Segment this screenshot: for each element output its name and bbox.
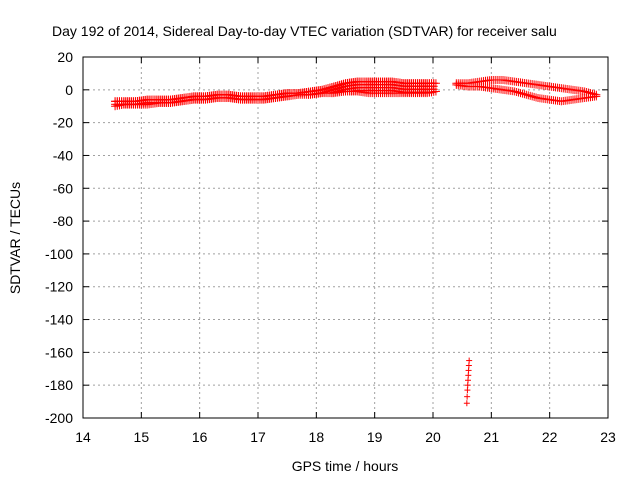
- x-tick-label: 17: [250, 429, 266, 445]
- x-tick-label: 19: [367, 429, 383, 445]
- data-point: [329, 82, 338, 91]
- data-point: [592, 92, 601, 101]
- data-point: [466, 357, 473, 364]
- y-tick-label: -60: [53, 180, 73, 196]
- data-point: [530, 92, 539, 101]
- data-point: [333, 81, 342, 90]
- data-point: [318, 85, 327, 94]
- data-point: [339, 79, 348, 88]
- data-point: [514, 88, 523, 97]
- y-tick-label: 0: [65, 82, 73, 98]
- data-point: [431, 79, 440, 88]
- y-tick-label: -20: [53, 115, 73, 131]
- data-point: [524, 91, 533, 100]
- data-point: [331, 81, 340, 90]
- y-tick-label: -200: [45, 410, 73, 426]
- y-axis-label: SDTVAR / TECUs: [7, 182, 23, 294]
- chart-title: Day 192 of 2014, Sidereal Day-to-day VTE…: [52, 23, 557, 39]
- x-tick-label: 23: [600, 429, 616, 445]
- data-point: [322, 84, 331, 93]
- data-point: [337, 80, 346, 89]
- data-point: [335, 80, 344, 89]
- data-point: [324, 84, 332, 93]
- x-tick-label: 15: [134, 429, 150, 445]
- data-point: [320, 85, 329, 94]
- x-tick-label: 21: [484, 429, 500, 445]
- data-point: [526, 91, 535, 100]
- y-tick-label: -80: [53, 213, 73, 229]
- x-tick-label: 18: [309, 429, 325, 445]
- y-tick-label: -160: [45, 344, 73, 360]
- data-point: [512, 88, 521, 97]
- x-tick-label: 16: [192, 429, 208, 445]
- x-tick-label: 14: [75, 429, 91, 445]
- data-point: [431, 87, 440, 96]
- data-point: [464, 393, 471, 400]
- plot-frame: [82, 56, 609, 419]
- y-tick-label: -100: [45, 246, 73, 262]
- y-tick-label: -180: [45, 377, 73, 393]
- axis-ticks: 14 15 16 17 18 19 20 21 22 23 20 0 -20 -40 -60 -80 -100 -…: [45, 49, 616, 445]
- data-series: [111, 75, 601, 407]
- grid: [83, 57, 608, 418]
- x-tick-label: 22: [542, 429, 558, 445]
- y-tick-label: 20: [57, 49, 73, 65]
- x-tick-label: 20: [425, 429, 441, 445]
- data-point: [520, 90, 529, 99]
- data-point: [516, 89, 525, 98]
- data-point: [518, 89, 527, 98]
- y-tick-label: -120: [45, 279, 73, 295]
- data-point: [510, 87, 519, 96]
- data-point: [463, 400, 470, 407]
- data-point: [325, 83, 334, 92]
- data-point: [532, 93, 541, 102]
- x-axis-label: GPS time / hours: [292, 458, 399, 474]
- data-point: [327, 83, 336, 92]
- y-tick-label: -140: [45, 312, 73, 328]
- data-point: [522, 90, 531, 99]
- data-point: [528, 92, 537, 101]
- y-tick-label: -40: [53, 147, 73, 163]
